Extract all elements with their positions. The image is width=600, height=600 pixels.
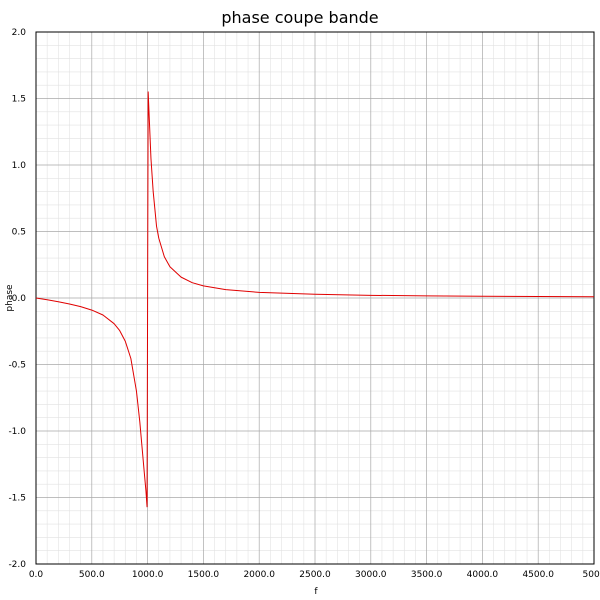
x-axis-label: f xyxy=(314,587,318,597)
x-tick-label: 4000.0 xyxy=(467,570,499,580)
y-tick-label: 0.0 xyxy=(12,294,27,304)
x-axis-ticks: 0.0 500.0 1000.0 1500.0 2000.0 2500.0 3000.0 35… xyxy=(29,570,600,580)
y-tick-label: 1.0 xyxy=(12,161,27,171)
y-tick-label: -0.5 xyxy=(8,361,26,371)
x-tick-label: 2000.0 xyxy=(243,570,275,580)
y-tick-label: 0.5 xyxy=(12,228,26,238)
x-tick-label: 3500.0 xyxy=(411,570,443,580)
y-axis-ticks: -2.0 -1.5 -1.0 -0.5 0.0 0.5 1.0 1.5 2.0 xyxy=(8,28,26,570)
chart-title: phase coupe bande xyxy=(221,8,378,27)
x-tick-label: 1500.0 xyxy=(188,570,220,580)
x-tick-label: 1000.0 xyxy=(132,570,164,580)
x-tick-label: 4500.0 xyxy=(522,570,554,580)
x-tick-label: 5000 xyxy=(583,570,600,580)
x-tick-label: 2500.0 xyxy=(299,570,331,580)
x-tick-label: 0.0 xyxy=(29,570,44,580)
y-axis-label: phase xyxy=(5,284,15,312)
x-tick-label: 500.0 xyxy=(79,570,105,580)
y-tick-label: -1.0 xyxy=(8,427,26,437)
y-tick-label: -1.5 xyxy=(8,494,26,504)
series-group xyxy=(35,91,595,508)
y-tick-label: -2.0 xyxy=(8,560,26,570)
series-line-1 xyxy=(35,91,595,508)
y-tick-label: 2.0 xyxy=(12,28,27,38)
y-tick-label: 1.5 xyxy=(12,95,26,105)
x-tick-label: 3000.0 xyxy=(355,570,387,580)
